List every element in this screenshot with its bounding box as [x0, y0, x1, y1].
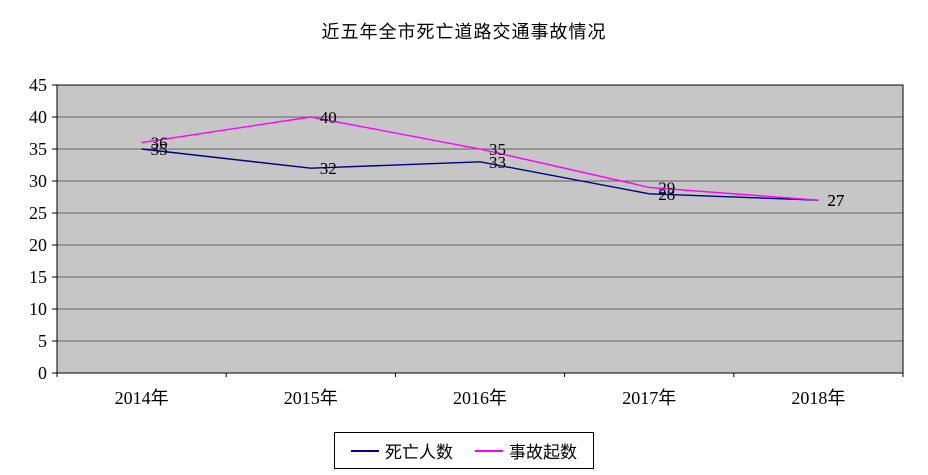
y-axis-label: 35 [29, 139, 47, 159]
deaths-line-swatch-icon [351, 449, 379, 452]
data-label: 35 [151, 140, 168, 159]
x-axis-label: 2015年 [284, 388, 338, 408]
data-label: 33 [489, 153, 506, 172]
y-axis-label: 5 [38, 331, 47, 351]
x-axis-label: 2018年 [791, 388, 845, 408]
chart-legend: 死亡人数 事故起数 [334, 432, 594, 469]
series-line-1 [141, 116, 819, 201]
accidents-line-swatch-icon [475, 449, 503, 452]
y-axis-label: 40 [29, 107, 47, 127]
y-axis-label: 0 [38, 363, 47, 383]
y-axis-label: 15 [29, 267, 47, 287]
legend-item-deaths: 死亡人数 [351, 438, 453, 463]
line-chart-canvas: 0 5 10 15 20 25 30 35 40 45 2014年 2015年 2016年 2017年 20… [29, 75, 904, 408]
legend-label-accidents: 事故起数 [509, 443, 577, 462]
y-axis-label: 20 [29, 235, 47, 255]
y-axis-label: 25 [29, 203, 47, 223]
data-label: 32 [320, 159, 337, 178]
y-axis-label: 30 [29, 171, 47, 191]
y-axis-label: 45 [29, 75, 47, 95]
data-label: 27 [827, 191, 845, 210]
data-label: 35 [489, 140, 506, 159]
data-label: 27 [827, 191, 845, 210]
plot-area [56, 84, 904, 374]
x-axis-label: 2017年 [622, 388, 676, 408]
legend-item-accidents: 事故起数 [475, 438, 577, 463]
series-line-0 [141, 148, 819, 201]
x-axis-label: 2014年 [115, 388, 169, 408]
data-label: 29 [658, 178, 675, 197]
x-axis-label: 2016年 [453, 388, 507, 408]
data-label: 36 [151, 134, 168, 153]
chart-title: 近五年全市死亡道路交通事故情况 [321, 22, 607, 42]
data-label: 40 [320, 108, 337, 127]
y-axis-label: 10 [29, 299, 47, 319]
legend-label-deaths: 死亡人数 [385, 443, 453, 462]
